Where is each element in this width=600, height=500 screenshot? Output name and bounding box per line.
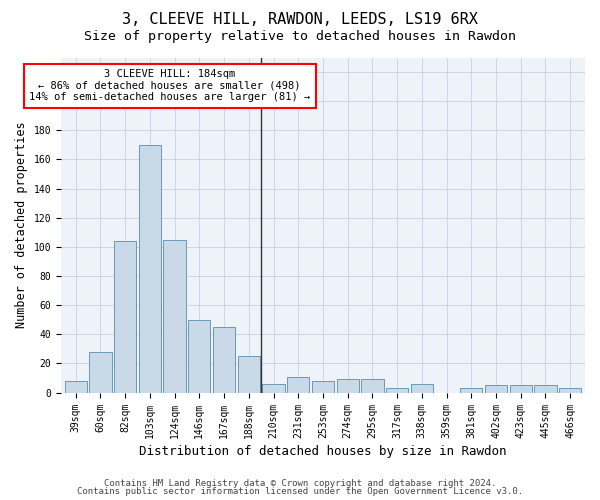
Bar bbox=[535, 386, 557, 392]
Text: Contains HM Land Registry data © Crown copyright and database right 2024.: Contains HM Land Registry data © Crown c… bbox=[104, 478, 496, 488]
Text: Size of property relative to detached houses in Rawdon: Size of property relative to detached ho… bbox=[84, 30, 516, 43]
Bar bbox=[509, 386, 532, 392]
Y-axis label: Number of detached properties: Number of detached properties bbox=[15, 122, 28, 328]
Bar bbox=[262, 384, 284, 392]
Text: Contains public sector information licensed under the Open Government Licence v3: Contains public sector information licen… bbox=[77, 487, 523, 496]
Bar bbox=[163, 240, 186, 392]
Bar bbox=[361, 380, 383, 392]
Bar bbox=[89, 352, 112, 393]
Bar bbox=[114, 241, 136, 392]
X-axis label: Distribution of detached houses by size in Rawdon: Distribution of detached houses by size … bbox=[139, 444, 507, 458]
Bar bbox=[460, 388, 482, 392]
Bar bbox=[386, 388, 408, 392]
Text: 3 CLEEVE HILL: 184sqm
← 86% of detached houses are smaller (498)
14% of semi-det: 3 CLEEVE HILL: 184sqm ← 86% of detached … bbox=[29, 69, 310, 102]
Bar bbox=[312, 381, 334, 392]
Bar bbox=[411, 384, 433, 392]
Bar bbox=[213, 327, 235, 392]
Bar bbox=[485, 386, 507, 392]
Bar bbox=[287, 376, 310, 392]
Text: 3, CLEEVE HILL, RAWDON, LEEDS, LS19 6RX: 3, CLEEVE HILL, RAWDON, LEEDS, LS19 6RX bbox=[122, 12, 478, 28]
Bar bbox=[139, 145, 161, 392]
Bar bbox=[188, 320, 211, 392]
Bar bbox=[65, 381, 87, 392]
Bar bbox=[238, 356, 260, 393]
Bar bbox=[337, 380, 359, 392]
Bar bbox=[559, 388, 581, 392]
